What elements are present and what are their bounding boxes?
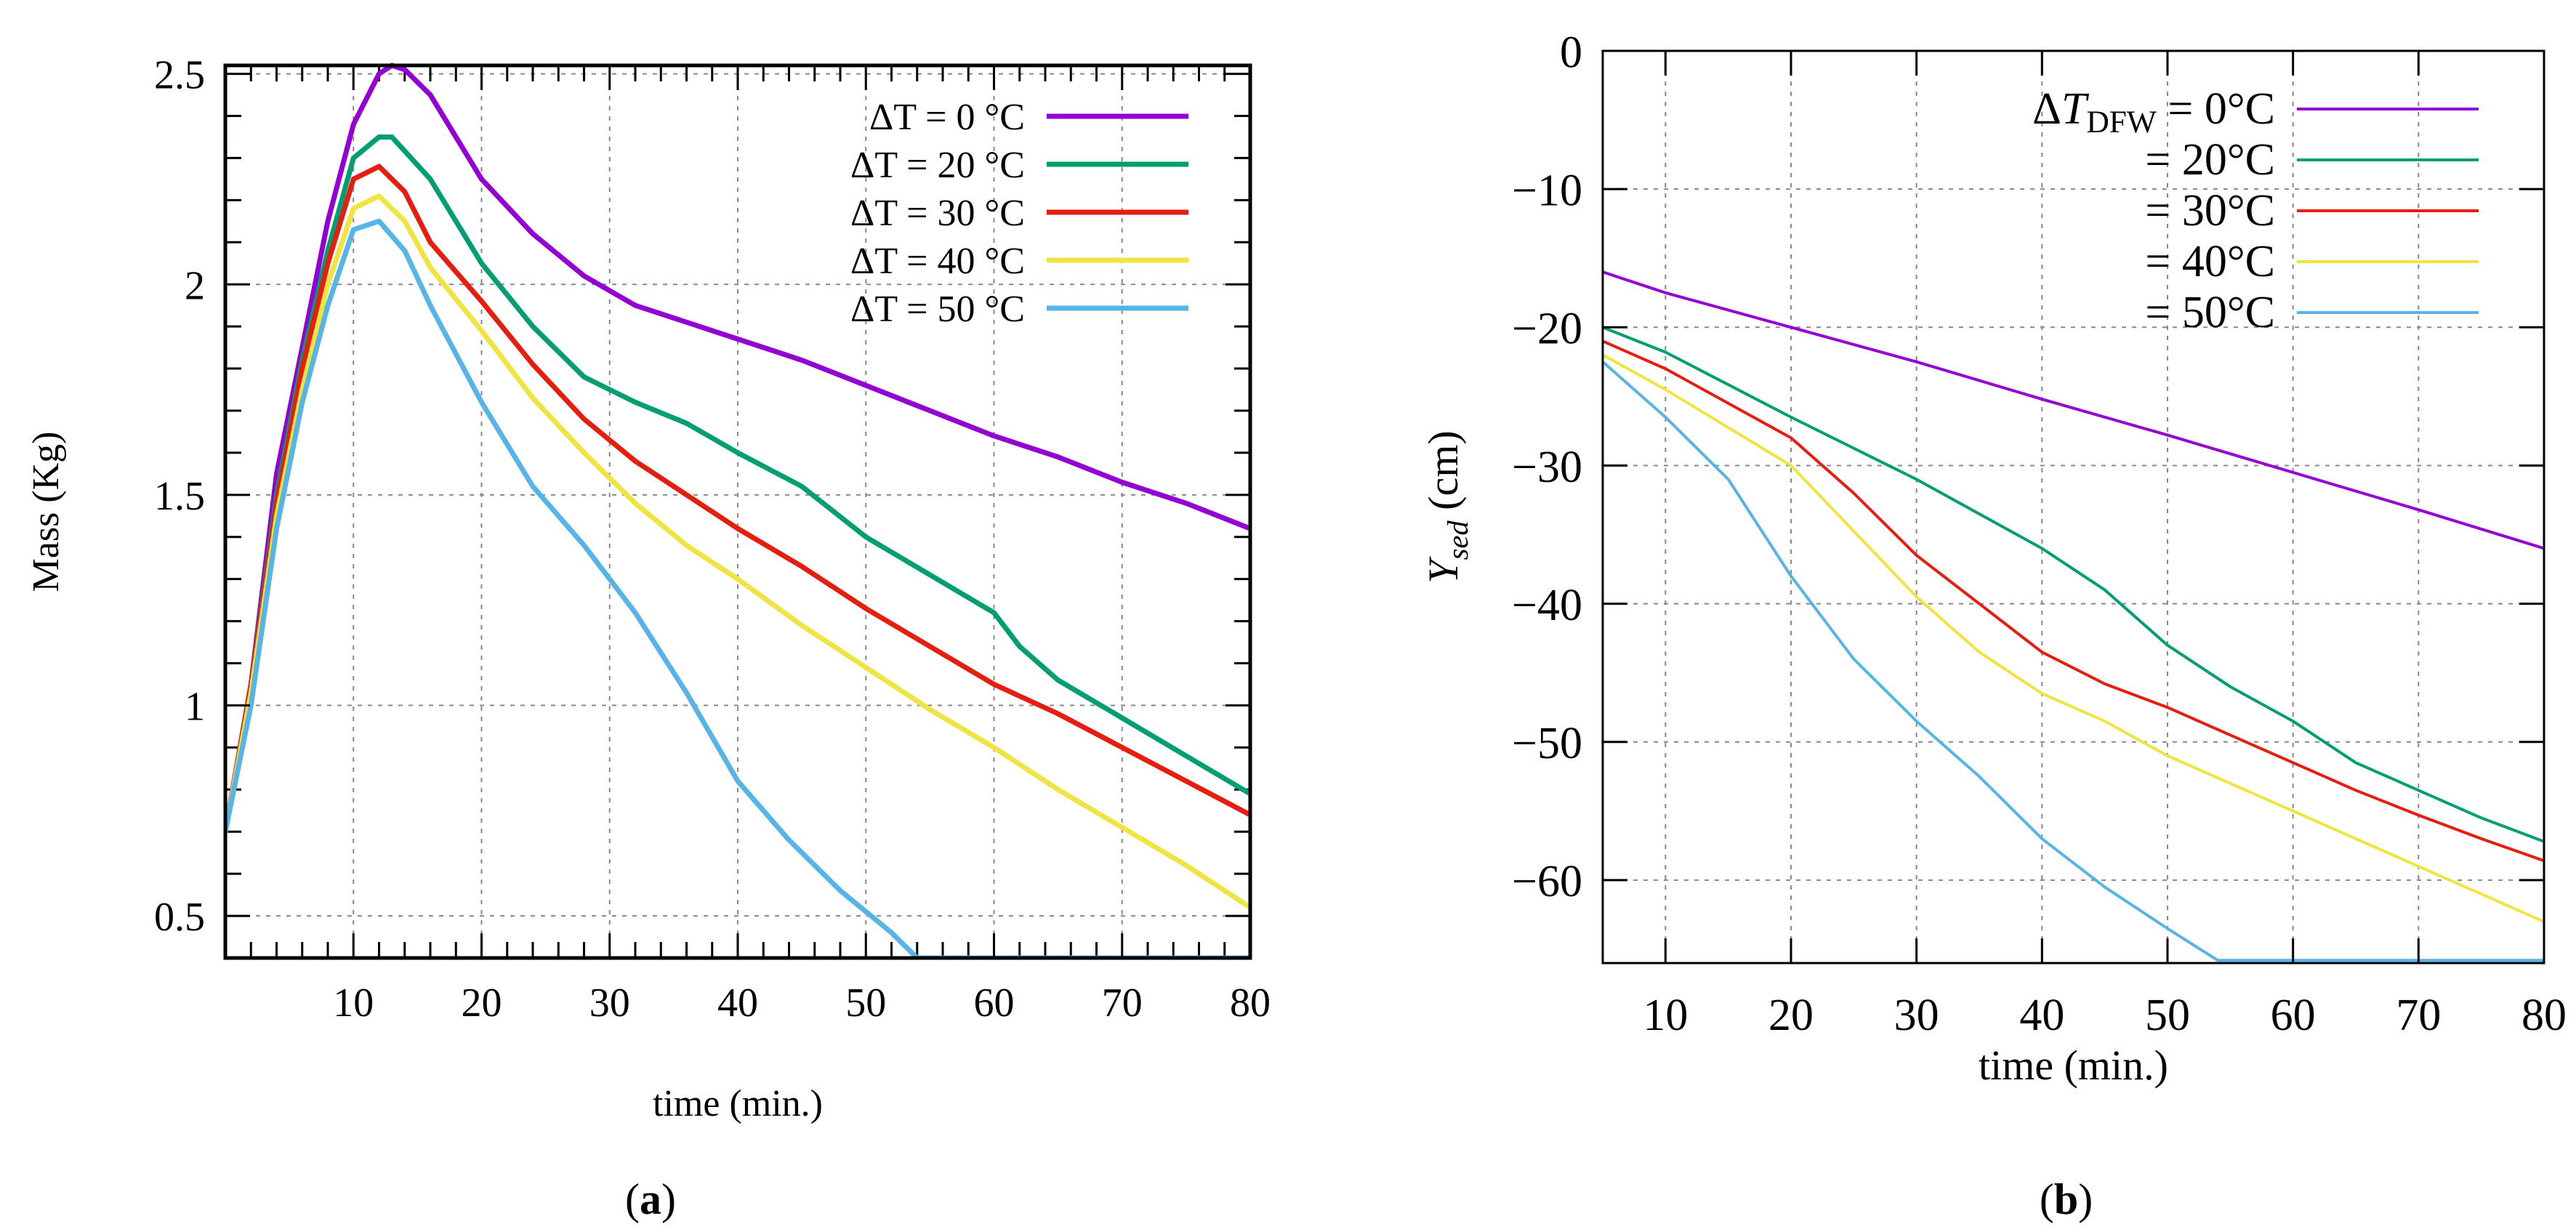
series-line-4 <box>225 218 1250 958</box>
y-tick-label-5: −50 <box>1512 719 1582 768</box>
series-line-0 <box>225 63 1250 834</box>
y-tick-label-1: −10 <box>1512 166 1582 215</box>
series-line-3 <box>1603 353 2544 923</box>
y-axis-title-sub: sed <box>1441 520 1474 560</box>
y-axis-title-unit: (cm) <box>1420 430 1467 520</box>
plot-frame <box>1601 49 2545 965</box>
x-axis-title: time (min.) <box>653 1083 823 1124</box>
series-line-1 <box>225 134 1250 834</box>
legend-label-3: = 40°C <box>2145 237 2275 286</box>
legend-label-3: ΔT = 40 °C <box>850 241 1025 282</box>
x-tick-label-5: 60 <box>974 981 1015 1026</box>
x-tick-label-3: 40 <box>2019 991 2064 1040</box>
series-line-1 <box>1603 326 2544 843</box>
legend-header-delta: Δ <box>2032 84 2061 134</box>
x-tick-label-3: 40 <box>717 981 758 1026</box>
legend-label-0: ΔT = 0 °C <box>869 97 1025 138</box>
x-tick-label-5: 60 <box>2271 991 2316 1040</box>
y-tick-label-3: −30 <box>1512 443 1582 492</box>
chart-panel-b: 10 20 30 40 50 60 70 80 0 −10 −20 −30 −40 −50 −60 time … <box>1420 28 2567 1223</box>
x-tick-label-2: 30 <box>1894 991 1939 1040</box>
x-tick-label-6: 70 <box>2396 991 2441 1040</box>
x-tick-label-7: 80 <box>1230 981 1271 1026</box>
y-tick-label-0: 0.5 <box>154 895 205 940</box>
legend-label-text-0: = 0°C <box>2157 84 2275 134</box>
series-line-4 <box>1603 360 2544 962</box>
legend-label-0: ΔTDFW = 0°C <box>2032 84 2275 140</box>
chart-panel-a: 10 20 30 40 50 60 70 80 0.5 1 1.5 2 2.5 time (min.) Ma… <box>25 53 1271 1223</box>
series-line-2 <box>225 164 1250 834</box>
x-tick-label-0: 10 <box>333 981 374 1026</box>
legend-label-4: = 50°C <box>2145 288 2275 337</box>
x-tick-label-0: 10 <box>1643 991 1688 1040</box>
y-axis-title: Mass (Kg) <box>25 432 67 592</box>
y-tick-label-1: 1 <box>185 685 205 730</box>
y-axis-title-var: Y <box>1420 556 1467 584</box>
x-tick-label-4: 50 <box>845 981 886 1026</box>
y-axis-title: Ysed (cm) <box>1420 430 1474 583</box>
legend-label-4: ΔT = 50 °C <box>850 289 1025 330</box>
panel-label-close: ) <box>661 1175 676 1223</box>
panel-label: (a) <box>625 1175 676 1223</box>
x-tick-label-6: 70 <box>1102 981 1143 1026</box>
legend-header-var: T <box>2061 84 2090 134</box>
series-line-0 <box>1603 270 2544 550</box>
legend-label-1: = 20°C <box>2145 135 2275 185</box>
x-tick-label-7: 80 <box>2521 991 2567 1040</box>
y-tick-label-4: 2.5 <box>154 53 205 98</box>
legend-label-2: = 30°C <box>2145 186 2275 235</box>
series-line-3 <box>225 193 1250 910</box>
x-tick-label-1: 20 <box>462 981 502 1026</box>
x-tick-label-4: 50 <box>2145 991 2190 1040</box>
y-tick-label-6: −60 <box>1512 857 1582 906</box>
panel-label: (b) <box>2040 1175 2093 1223</box>
y-tick-label-0: 0 <box>1560 28 1582 77</box>
y-tick-label-3: 2 <box>185 263 205 308</box>
y-tick-label-2: −20 <box>1512 305 1582 354</box>
panel-label-letter: b <box>2054 1175 2078 1223</box>
x-tick-label-2: 30 <box>589 981 630 1026</box>
legend-header-sub: DFW <box>2086 105 2156 140</box>
panel-label-letter: a <box>640 1175 661 1223</box>
panel-label-open: ( <box>2040 1175 2054 1223</box>
panel-label-open: ( <box>625 1175 640 1223</box>
legend-label-1: ΔT = 20 °C <box>850 145 1025 186</box>
series-line-2 <box>1603 339 2544 863</box>
series-group <box>1603 270 2544 962</box>
x-axis-title: time (min.) <box>1979 1042 2168 1089</box>
panel-label-close: ) <box>2078 1175 2093 1223</box>
y-tick-label-4: −40 <box>1512 581 1582 630</box>
legend-label-2: ΔT = 30 °C <box>850 193 1025 234</box>
x-tick-label-1: 20 <box>1768 991 1814 1040</box>
y-tick-label-2: 1.5 <box>154 474 205 519</box>
series-group <box>225 63 1250 958</box>
